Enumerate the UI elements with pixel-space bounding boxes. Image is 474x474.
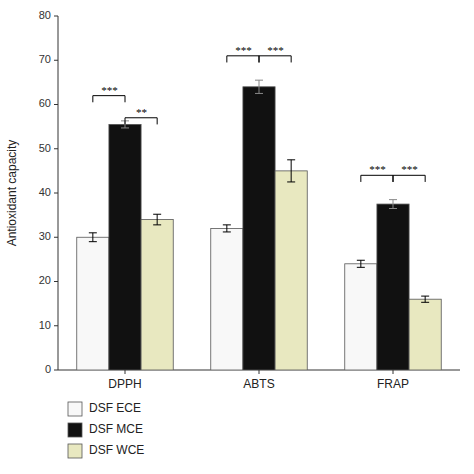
error-bar — [153, 214, 161, 225]
bar — [243, 87, 275, 370]
y-tick-label: 40 — [39, 186, 51, 198]
legend-swatch — [68, 402, 82, 416]
error-bar — [89, 233, 97, 242]
error-bar — [357, 260, 365, 267]
significance-label: ** — [136, 106, 148, 118]
significance-label: *** — [401, 163, 418, 175]
y-tick — [54, 281, 58, 282]
legend-swatch — [68, 423, 82, 437]
y-tick-label: 50 — [39, 142, 51, 154]
bar — [141, 220, 173, 370]
error-bar — [389, 200, 397, 209]
legend-label: DSF WCE — [89, 443, 144, 457]
significance-label: *** — [369, 163, 386, 175]
significance-label: *** — [101, 84, 118, 96]
bracket — [125, 118, 157, 125]
x-tick-label: FRAP — [377, 377, 409, 391]
plot-area — [77, 80, 441, 370]
legend-label: DSF ECE — [89, 401, 141, 415]
y-tick — [54, 237, 58, 238]
bar — [409, 299, 441, 370]
bar — [345, 264, 377, 370]
error-bar — [223, 225, 231, 232]
bar — [77, 237, 109, 370]
bar — [377, 204, 409, 370]
y-tick-label: 10 — [39, 319, 51, 331]
bracket — [361, 175, 393, 182]
y-tick — [54, 148, 58, 149]
bar — [109, 124, 141, 370]
y-tick — [54, 16, 58, 17]
bracket — [259, 56, 291, 63]
x-tick — [259, 370, 260, 374]
y-tick-label: 30 — [39, 230, 51, 242]
x-tick-label: ABTS — [243, 377, 274, 391]
error-bar — [421, 296, 429, 302]
y-tick-label: 20 — [39, 274, 51, 286]
y-tick-label: 0 — [45, 363, 51, 375]
chart: 0 10 20 30 40 50 60 70 80 Antioxidant capacity DPP… — [0, 0, 474, 474]
legend: DSF ECE DSF MCE DSF WCE — [68, 401, 144, 458]
y-tick-label: 60 — [39, 97, 51, 109]
y-axis-label: Antioxidant capacity — [5, 140, 19, 247]
error-bar — [287, 160, 295, 182]
y-tick — [54, 193, 58, 194]
page: {"chart_data": {"type": "bar", "ylabel":… — [0, 0, 474, 474]
legend-swatch — [68, 444, 82, 458]
annotations: ***************** — [93, 44, 425, 182]
y-tick-label: 80 — [39, 9, 51, 21]
bar — [275, 171, 307, 370]
x-tick-label: DPPH — [108, 377, 141, 391]
y-tick — [54, 104, 58, 105]
legend-label: DSF MCE — [89, 422, 143, 436]
bar — [211, 228, 243, 370]
y-axis: 0 10 20 30 40 50 60 70 80 — [39, 9, 58, 375]
x-tick — [393, 370, 394, 374]
bracket — [227, 56, 259, 63]
bracket — [93, 96, 125, 103]
x-tick — [125, 370, 126, 374]
series — [109, 80, 409, 370]
significance-label: *** — [267, 44, 284, 56]
y-tick — [54, 370, 58, 371]
x-axis: DPPH ABTS FRAP — [58, 370, 460, 391]
bracket — [393, 175, 425, 182]
y-tick — [54, 60, 58, 61]
series — [141, 160, 441, 370]
significance-label: *** — [235, 44, 252, 56]
y-tick-label: 70 — [39, 53, 51, 65]
error-bar — [255, 80, 263, 93]
y-tick — [54, 325, 58, 326]
